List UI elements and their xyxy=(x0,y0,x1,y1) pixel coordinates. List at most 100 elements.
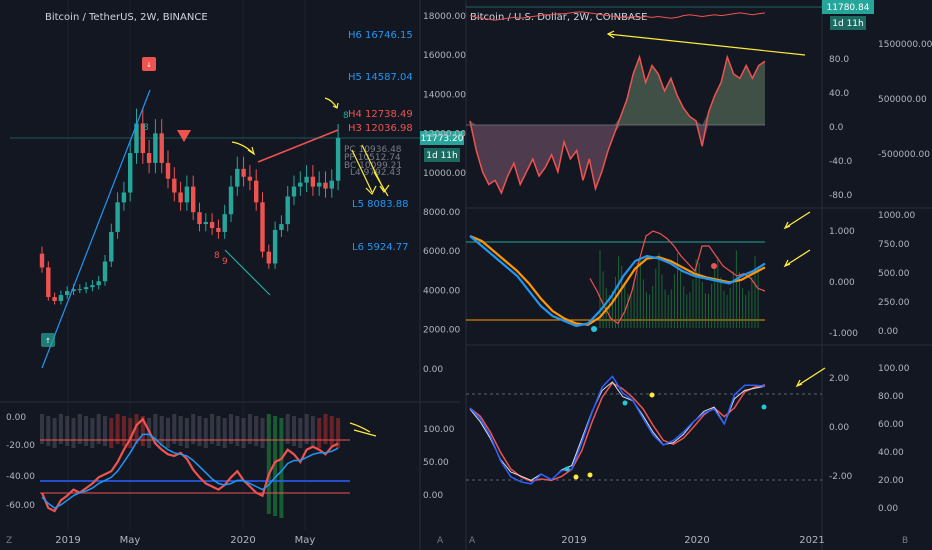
candle-body xyxy=(209,222,215,228)
left-axis-mode-z[interactable]: Z xyxy=(6,536,12,546)
candle-body xyxy=(178,192,183,203)
candle-body xyxy=(329,180,334,189)
candle-body xyxy=(121,192,127,203)
osc-hist-bar xyxy=(71,418,76,448)
right-countdown-text: 1d 11h xyxy=(832,19,863,29)
candle-body xyxy=(260,202,265,252)
candle-body xyxy=(115,202,120,232)
osc3-tick: -2.00 xyxy=(829,472,853,482)
candle-body xyxy=(228,186,234,215)
osc3-right-tick: 40.00 xyxy=(878,448,904,458)
osc-hist-bar xyxy=(292,416,296,446)
osc2-annotation-arrow-2 xyxy=(783,249,811,268)
sell-signal-icon: ↓ xyxy=(146,61,152,69)
annotation-arrow-2 xyxy=(324,97,338,109)
osc-tick-40: -40.00 xyxy=(6,472,35,482)
right-axis-mode-b[interactable]: B xyxy=(902,536,908,546)
trend-line-blue xyxy=(41,89,151,369)
osc-hist-bar xyxy=(336,418,341,448)
osc-hist-bar xyxy=(247,414,252,444)
left-x-label-may-2: May xyxy=(295,535,316,546)
osc-hist-bar xyxy=(128,418,133,448)
osc-hist-bar xyxy=(46,416,51,446)
candle-body xyxy=(310,176,316,187)
right-x-label-2021: 2021 xyxy=(799,535,824,546)
osc3-axis: 2.00 0.00 -2.00 100.00 80.00 60.00 40.00 20.00 0… xyxy=(829,364,910,514)
annotation-arrowhead-2 xyxy=(332,102,339,109)
candle-body xyxy=(247,176,253,181)
right-price-tick: 6000.00 xyxy=(423,247,460,257)
candle-body xyxy=(317,182,322,187)
right-axis-mode-a[interactable]: A xyxy=(469,536,476,546)
osc-hist-bar xyxy=(84,416,89,446)
osc-hist-bar xyxy=(285,414,290,444)
osc-hist-bar xyxy=(235,416,240,446)
candle-body xyxy=(197,212,202,225)
candle-body xyxy=(96,281,101,286)
osc3-dot-2 xyxy=(573,474,579,480)
osc3-right-tick: 80.00 xyxy=(878,392,904,402)
right-price-tag-text: 11780.84 xyxy=(827,3,870,13)
left-axis-mode-a[interactable]: A xyxy=(437,536,444,546)
osc3-dot-1 xyxy=(564,466,570,472)
right-mini-price-line xyxy=(469,11,766,21)
left-x-label-2019: 2019 xyxy=(55,535,80,546)
candle-body xyxy=(291,186,297,197)
osc1-tick: 80.0 xyxy=(829,55,849,65)
candle-body xyxy=(58,295,64,301)
osc-hist-bar xyxy=(323,414,328,444)
left-panel: Bitcoin / TetherUS, 2W, BINANCE ↓ ↑ 8 8 … xyxy=(0,0,464,550)
candle-body xyxy=(323,182,328,189)
left-x-label-2020: 2020 xyxy=(230,535,255,546)
candle-body xyxy=(77,289,82,291)
osc-hist-bar xyxy=(266,414,271,514)
buy-signal-marker[interactable] xyxy=(41,333,55,347)
candle-body xyxy=(241,168,246,177)
osc3-right-tick: 100.00 xyxy=(878,364,910,374)
osc2-tick: -1.000 xyxy=(829,329,858,339)
candle-body xyxy=(172,178,177,193)
right-price-tick: 14000.00 xyxy=(423,90,466,100)
annotation-down-arrows xyxy=(351,144,389,197)
right-price-tag xyxy=(822,0,874,14)
osc1-right-tick: -500000.00 xyxy=(878,150,930,160)
right-price-axis: 18000.00 16000.00 14000.00 12000.00 10000.00… xyxy=(423,12,466,375)
osc2-orange-line xyxy=(469,234,766,326)
osc-hist-bar xyxy=(140,416,145,446)
osc3-dot-4 xyxy=(622,400,628,406)
osc3-dot-5 xyxy=(649,392,655,398)
osc3-white-line xyxy=(469,381,766,481)
candle-body xyxy=(165,162,171,179)
osc1-tick: -40.0 xyxy=(829,157,853,167)
pivot-l5: L5 8083.88 xyxy=(352,199,408,210)
trend-line-teal xyxy=(224,249,271,296)
sell-signal-marker[interactable] xyxy=(142,57,156,71)
right-price-tick: 10000.00 xyxy=(423,169,466,179)
candle-body xyxy=(102,261,108,282)
buy-signal-icon: ↑ xyxy=(45,337,51,345)
osc-hist-bar xyxy=(317,418,322,448)
osc-hist-bar xyxy=(115,414,120,444)
osc1-positive-area xyxy=(470,57,765,125)
left-price-tag xyxy=(420,131,464,145)
osc-hist-bar xyxy=(109,418,114,448)
candle-body xyxy=(52,297,57,301)
osc2-blue-line xyxy=(469,235,766,328)
osc-hist-bar xyxy=(65,416,70,446)
osc-hist-bar xyxy=(260,418,265,448)
candle-body xyxy=(146,153,152,163)
osc3-annotation-arrow xyxy=(795,367,826,388)
count-marker-4: 8 xyxy=(343,111,349,121)
trend-line-red xyxy=(257,129,339,163)
osc3-dot-3 xyxy=(587,472,593,478)
osc3-right-tick: 60.00 xyxy=(878,420,904,430)
osc-hist-bar xyxy=(329,416,334,446)
candle-body xyxy=(235,168,240,187)
osc-hist-bar xyxy=(134,414,139,444)
osc3-tick: 0.00 xyxy=(829,423,849,433)
osc-tick-60: -60.00 xyxy=(6,501,35,511)
osc-hist-bar xyxy=(121,416,126,446)
candle-body xyxy=(254,180,259,203)
osc2-right-tick: 250.00 xyxy=(878,298,910,308)
